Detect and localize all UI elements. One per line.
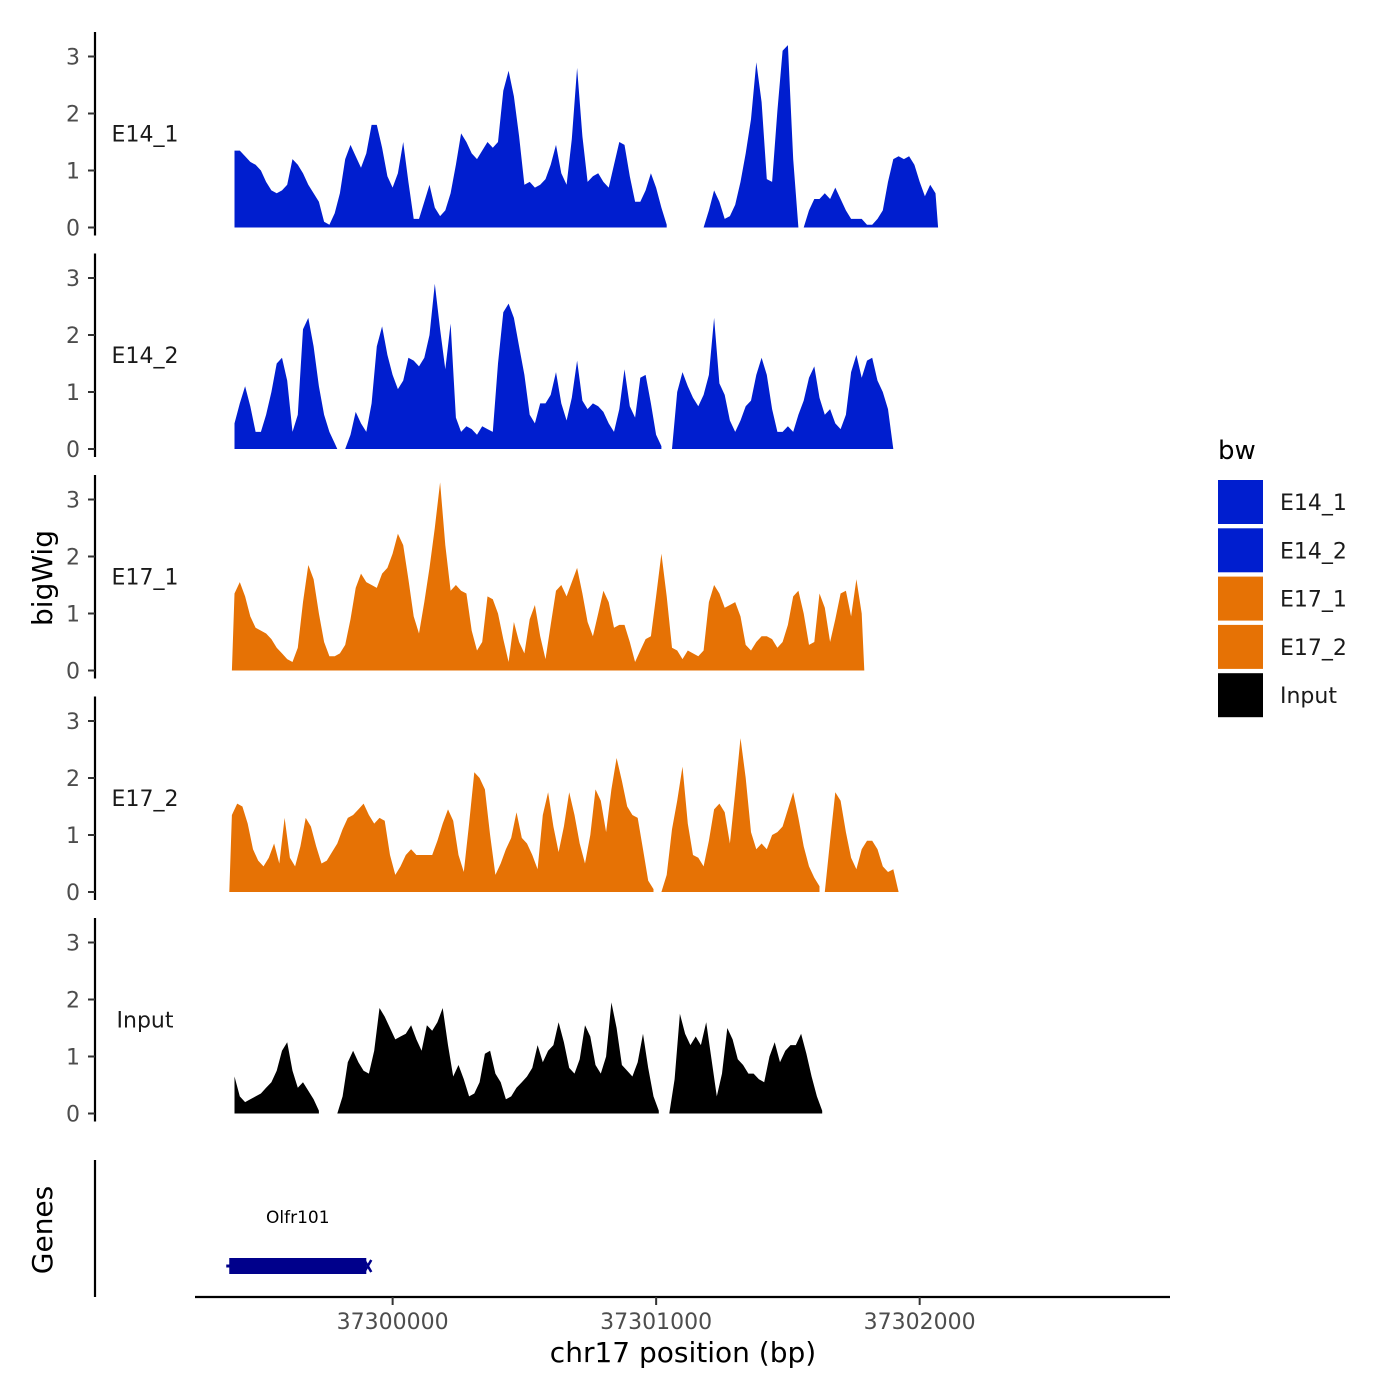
y-tick-label: 3 [66, 489, 80, 514]
coverage-area [234, 317, 338, 449]
genes-panel: Olfr101 [93, 1160, 373, 1297]
legend-label: Input [1280, 684, 1337, 709]
y-tick-label: 1 [66, 1046, 80, 1071]
y-axis-title: bigWig [26, 530, 59, 626]
y-tick-label: 0 [66, 881, 80, 906]
coverage-area [703, 45, 799, 228]
x-axis-title: chr17 position (bp) [550, 1336, 816, 1369]
track-e17_1: 0 1 2 3 E17_1 [66, 475, 865, 685]
legend-key [1218, 480, 1263, 524]
track-label: E17_1 [112, 566, 179, 591]
y-tick-label: 1 [66, 160, 80, 185]
coverage-area [803, 156, 939, 228]
track-label: E14_2 [112, 344, 179, 369]
legend-key [1218, 624, 1263, 669]
gene-label: Olfr101 [266, 1208, 330, 1228]
y-tick-label: 2 [66, 324, 80, 349]
gene-end-cap [363, 1259, 373, 1273]
coverage-area [234, 67, 667, 228]
track-e14_1: 0 1 2 3 E14_1 [66, 32, 939, 242]
y-tick-label: 2 [66, 767, 80, 792]
genes-axis-title: Genes [26, 1186, 59, 1274]
y-tick-label: 3 [66, 46, 80, 71]
coverage-area [234, 1042, 319, 1114]
track-input: 0 1 2 3 Input [66, 918, 823, 1128]
coverage-area [337, 1002, 659, 1114]
y-tick-label: 1 [66, 603, 80, 628]
legend-key [1218, 528, 1263, 573]
gene-body [229, 1258, 367, 1274]
coverage-tracks: 0 1 2 3 E14_1 0 1 2 3 E14_2 0 1 2 3 E17_1 0 1 2 3 E17_2 0 1 2 3… [66, 32, 939, 1128]
y-tick-label: 0 [66, 438, 80, 463]
x-axis: 37300000 37301000 37302000 [195, 1295, 1170, 1335]
track-label: E14_1 [112, 123, 179, 148]
y-tick-label: 0 [66, 660, 80, 685]
y-tick-label: 3 [66, 710, 80, 735]
coverage-area [229, 758, 654, 892]
y-tick-label: 2 [66, 546, 80, 571]
y-tick-label: 1 [66, 824, 80, 849]
track-e17_2: 0 1 2 3 E17_2 [66, 696, 899, 906]
legend-label: E17_1 [1280, 588, 1347, 613]
coverage-area [824, 792, 899, 892]
track-label: Input [117, 1009, 174, 1034]
legend-label: E14_2 [1280, 539, 1347, 564]
y-tick-label: 2 [66, 989, 80, 1014]
legend-key [1218, 673, 1263, 718]
legend-label: E17_2 [1280, 636, 1347, 661]
y-tick-label: 0 [66, 1103, 80, 1128]
coverage-area [231, 482, 865, 671]
x-tick-label: 37300000 [337, 1310, 449, 1335]
x-tick-label: 37302000 [864, 1310, 976, 1335]
legend-key [1218, 576, 1263, 621]
coverage-area [672, 317, 894, 449]
track-label: E17_2 [112, 787, 179, 812]
coverage-area [669, 1013, 823, 1114]
legend-title: bw [1218, 436, 1256, 466]
coverage-area [661, 738, 820, 892]
legend-label: E14_1 [1280, 491, 1347, 516]
coverage-area [345, 283, 662, 449]
y-tick-label: 0 [66, 217, 80, 242]
y-tick-label: 3 [66, 267, 80, 292]
legend: bw E14_1 E14_2 E17_1 E17_2 Input [1218, 436, 1347, 718]
y-tick-label: 2 [66, 103, 80, 128]
y-tick-label: 3 [66, 932, 80, 957]
track-e14_2: 0 1 2 3 E14_2 [66, 253, 894, 463]
x-tick-label: 37301000 [600, 1310, 712, 1335]
y-tick-label: 1 [66, 381, 80, 406]
